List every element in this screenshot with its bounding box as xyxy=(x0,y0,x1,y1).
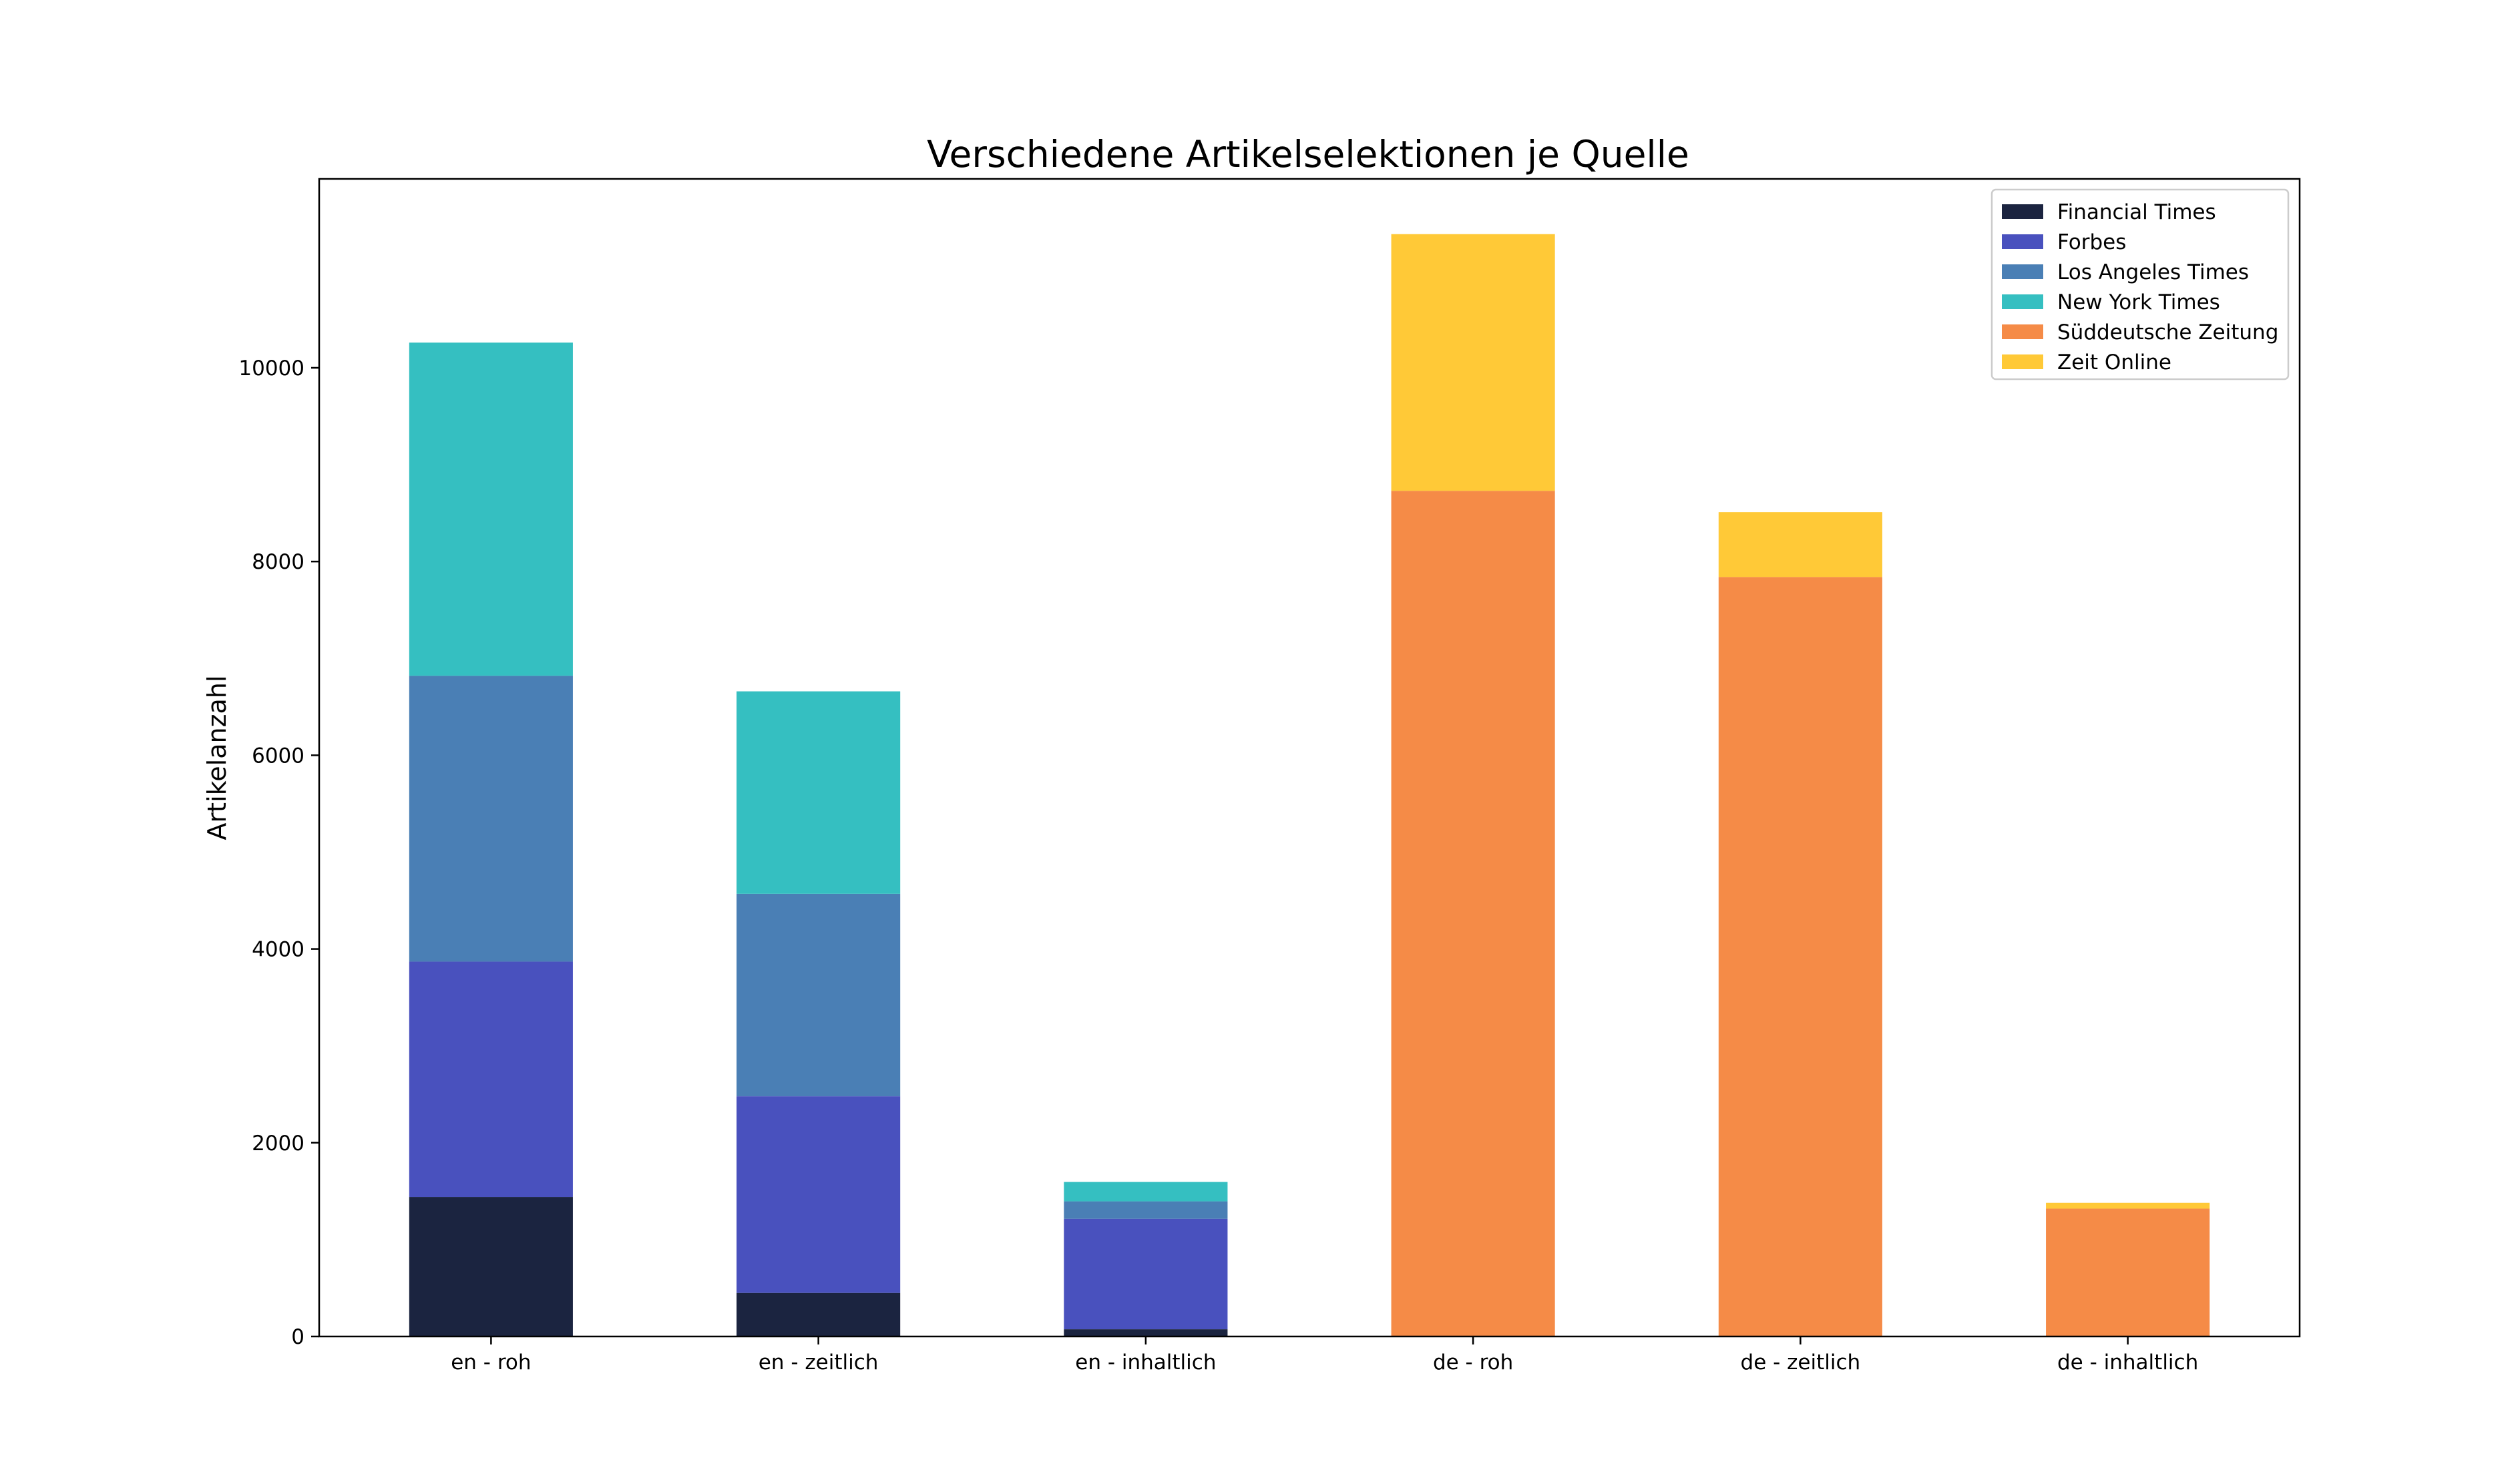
legend-swatch-zeit-online xyxy=(2002,354,2043,369)
bar-segment-en-inhaltlich-financial-times xyxy=(1064,1329,1228,1336)
bar-segment-en-zeitlich-financial-times xyxy=(737,1292,901,1336)
bar-segment-en-inhaltlich-new-york-times xyxy=(1064,1182,1228,1202)
plot-area-frame xyxy=(318,178,2301,1338)
bar-segment-en-roh-forbes xyxy=(409,961,573,1198)
legend-label-financial-times: Financial Times xyxy=(2057,200,2216,224)
y-tick-label: 0 xyxy=(291,1325,304,1349)
bar-segment-en-inhaltlich-los-angeles-times xyxy=(1064,1201,1228,1219)
y-tick-label: 8000 xyxy=(252,550,304,574)
legend-label-forbes: Forbes xyxy=(2057,230,2126,254)
bar-segment-de-roh-zeit-online xyxy=(1391,234,1555,491)
bar-segment-de-inhaltlich-zeit-online xyxy=(2046,1202,2210,1209)
bars-group xyxy=(409,234,2210,1336)
bar-segment-en-zeitlich-forbes xyxy=(737,1096,901,1293)
x-tick-label-en-zeitlich: en - zeitlich xyxy=(759,1350,879,1375)
x-tick-label-en-roh: en - roh xyxy=(451,1350,531,1375)
legend-label-suddeutsche-zeitung: Süddeutsche Zeitung xyxy=(2057,320,2278,344)
y-axis-label: Artikelanzahl xyxy=(202,676,232,840)
chart-title: Verschiedene Artikelselektionen je Quell… xyxy=(927,133,1689,176)
legend-label-los-angeles-times: Los Angeles Times xyxy=(2057,260,2249,284)
y-tick-label: 2000 xyxy=(252,1132,304,1156)
x-tick-label-de-inhaltlich: de - inhaltlich xyxy=(2057,1350,2198,1375)
legend-label-zeit-online: Zeit Online xyxy=(2057,350,2171,375)
legend-swatch-new-york-times xyxy=(2002,294,2043,309)
y-tick-label: 10000 xyxy=(238,356,304,381)
y-tick-label: 6000 xyxy=(252,744,304,768)
legend-swatch-suddeutsche-zeitung xyxy=(2002,324,2043,339)
y-axis-ticks: 0 2000 4000 6000 8000 10000 xyxy=(238,356,319,1349)
bar-segment-de-inhaltlich-suddeutsche-zeitung xyxy=(2046,1208,2210,1336)
x-tick-label-de-roh: de - roh xyxy=(1433,1350,1513,1375)
bar-segment-en-roh-new-york-times xyxy=(409,342,573,676)
legend: Financial Times Forbes Los Angeles Times Ne… xyxy=(1990,188,2290,381)
legend-box xyxy=(1990,188,2290,381)
bar-segment-de-zeitlich-suddeutsche-zeitung xyxy=(1718,577,1882,1336)
bar-segment-en-inhaltlich-forbes xyxy=(1064,1218,1228,1330)
legend-swatch-financial-times xyxy=(2002,204,2043,219)
legend-swatch-forbes xyxy=(2002,234,2043,249)
y-tick-label: 4000 xyxy=(252,938,304,962)
bar-segment-en-zeitlich-new-york-times xyxy=(737,691,901,894)
x-tick-label-en-inhaltlich: en - inhaltlich xyxy=(1075,1350,1216,1375)
bar-segment-en-roh-financial-times xyxy=(409,1197,573,1336)
legend-swatch-los-angeles-times xyxy=(2002,264,2043,279)
bar-segment-en-zeitlich-los-angeles-times xyxy=(737,893,901,1097)
x-axis-ticks: en - roh en - zeitlich en - inhaltlich de -… xyxy=(451,1336,2198,1375)
bar-segment-en-roh-los-angeles-times xyxy=(409,676,573,962)
bar-segment-de-roh-suddeutsche-zeitung xyxy=(1391,491,1555,1336)
x-tick-label-de-zeitlich: de - zeitlich xyxy=(1741,1350,1861,1375)
legend-label-new-york-times: New York Times xyxy=(2057,290,2220,314)
bar-segment-de-zeitlich-zeit-online xyxy=(1718,512,1882,577)
